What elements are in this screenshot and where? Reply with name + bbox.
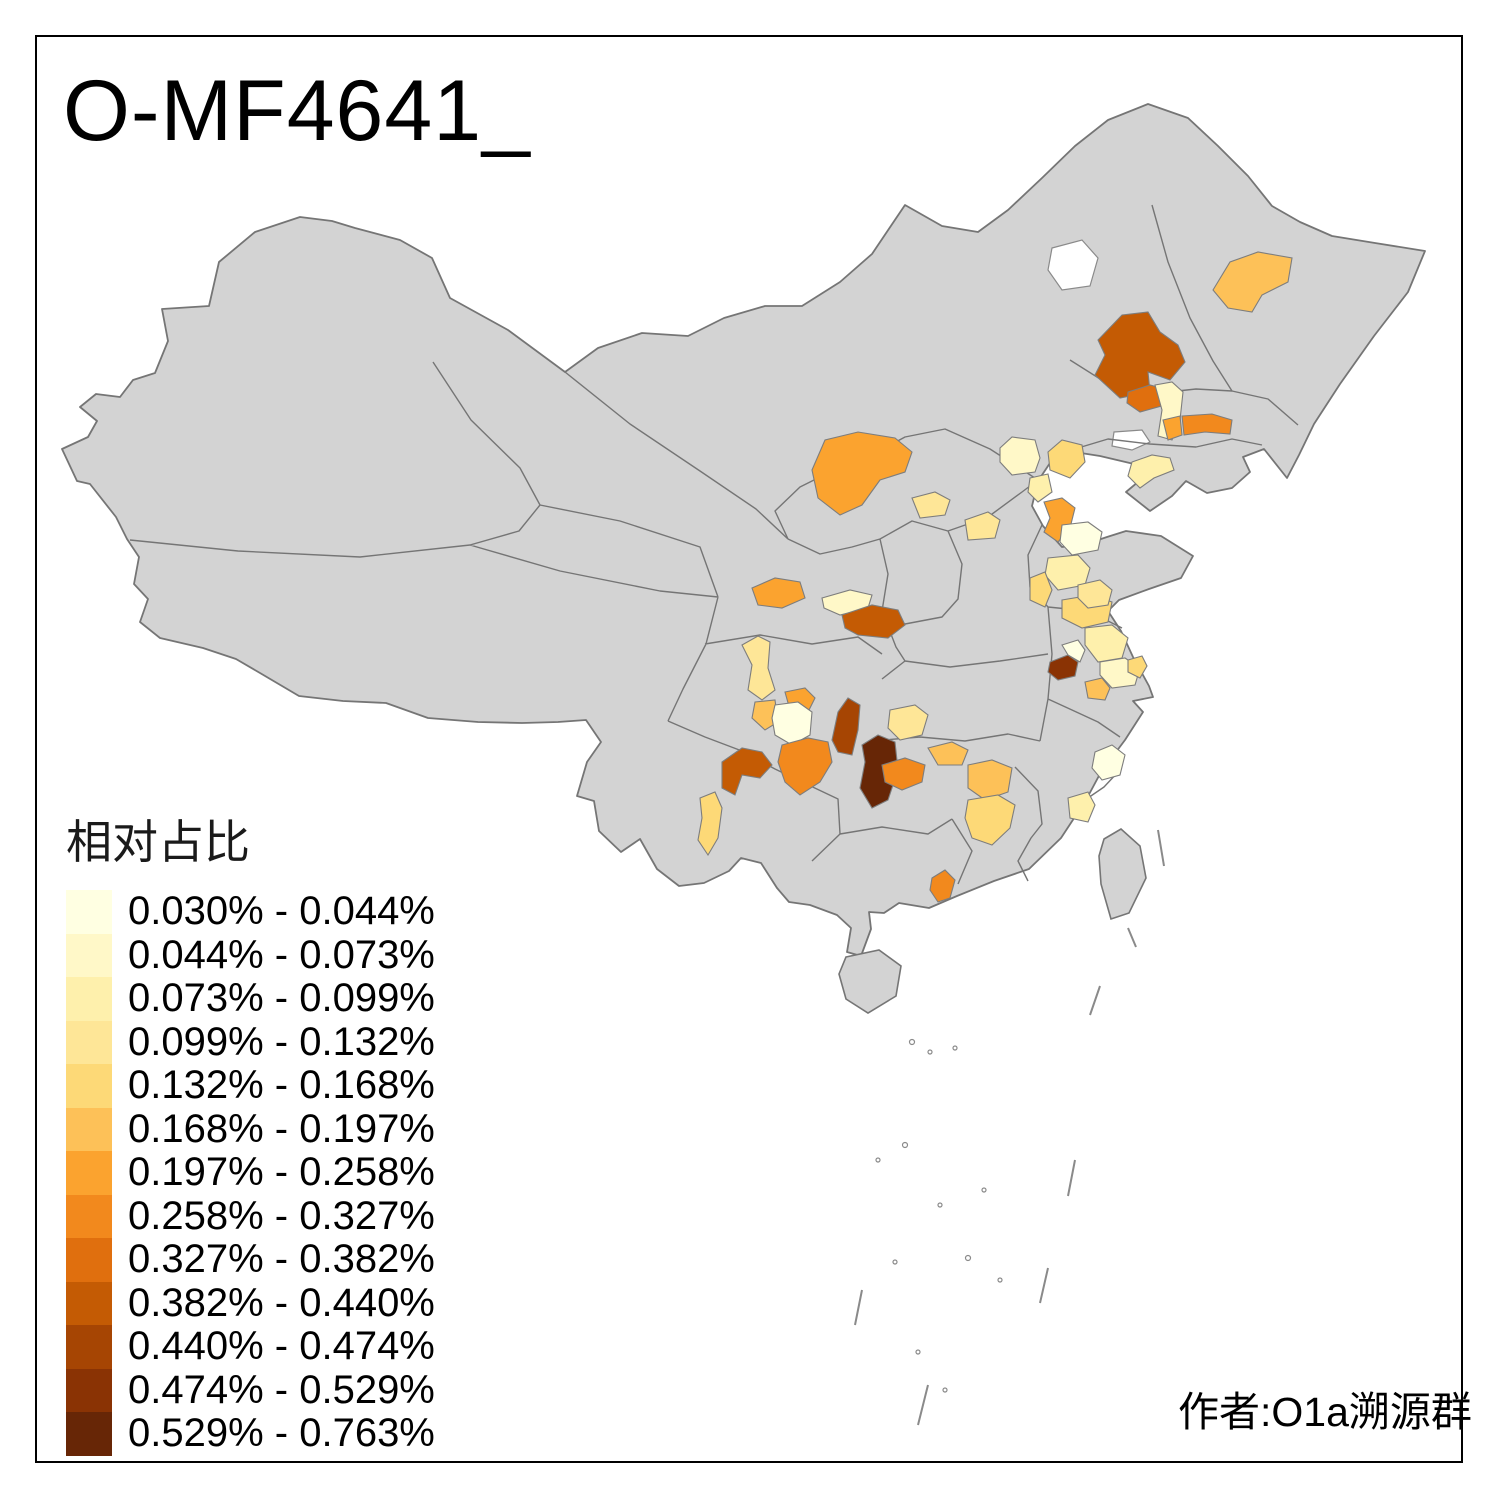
legend-label: 0.132% - 0.168% — [128, 1063, 435, 1108]
legend-swatch — [66, 977, 112, 1021]
hainan-island — [838, 949, 902, 1014]
map-region — [929, 869, 956, 903]
legend-swatch — [66, 1238, 112, 1282]
map-region — [1127, 454, 1175, 489]
legend-row: 0.382% - 0.440% — [66, 1280, 435, 1325]
legend-label: 0.440% - 0.474% — [128, 1324, 435, 1369]
legend-swatch — [66, 1107, 112, 1151]
legend-label: 0.073% - 0.099% — [128, 976, 435, 1021]
legend-row: 0.440% - 0.474% — [66, 1324, 435, 1369]
map-region — [777, 737, 833, 796]
legend-row: 0.044% - 0.073% — [66, 932, 435, 977]
map-region — [1061, 639, 1086, 663]
legend-swatch — [66, 933, 112, 977]
legend-label: 0.327% - 0.382% — [128, 1237, 435, 1282]
map-region — [1029, 571, 1053, 608]
legend-row: 0.258% - 0.327% — [66, 1193, 435, 1238]
page-title: O-MF4641_ — [63, 63, 531, 159]
legend-row: 0.030% - 0.044% — [66, 889, 435, 934]
map-region — [859, 734, 899, 809]
map-region — [1077, 579, 1113, 609]
map-region — [1084, 677, 1111, 701]
map-region — [1059, 521, 1103, 556]
legend-row: 0.073% - 0.099% — [66, 976, 435, 1021]
legend-items: 0.030% - 0.044% 0.044% - 0.073% 0.073% - 0… — [66, 889, 435, 1456]
map-region — [697, 791, 723, 857]
map-region — [1162, 415, 1183, 441]
map-region — [841, 604, 906, 639]
map-region — [1027, 473, 1053, 503]
map-region — [811, 431, 913, 516]
plot-frame — [35, 35, 1463, 1463]
legend-row: 0.474% - 0.529% — [66, 1367, 435, 1412]
map-region — [1047, 439, 1086, 479]
legend: 相对占比 0.030% - 0.044% 0.044% - 0.073% 0.073… — [66, 806, 435, 1456]
legend-row: 0.529% - 0.763% — [66, 1411, 435, 1456]
legend-row: 0.327% - 0.382% — [66, 1237, 435, 1282]
legend-swatch — [66, 1412, 112, 1456]
map-region — [741, 635, 776, 701]
map-region — [1212, 251, 1293, 313]
map-region — [751, 699, 779, 731]
legend-label: 0.197% - 0.258% — [128, 1150, 435, 1195]
map-region — [999, 436, 1041, 476]
legend-swatch — [66, 1325, 112, 1369]
legend-swatch — [66, 890, 112, 934]
legend-label: 0.258% - 0.327% — [128, 1193, 435, 1238]
mainland-outline — [61, 103, 1426, 957]
legend-label: 0.474% - 0.529% — [128, 1367, 435, 1412]
legend-swatch — [66, 1151, 112, 1195]
legend-label: 0.030% - 0.044% — [128, 889, 435, 934]
legend-label: 0.168% - 0.197% — [128, 1106, 435, 1151]
islets — [875, 1038, 1003, 1393]
map-region — [751, 577, 806, 609]
legend-swatch — [66, 1281, 112, 1325]
legend-row: 0.168% - 0.197% — [66, 1106, 435, 1151]
legend-swatch — [66, 1368, 112, 1412]
colored-regions-layer — [697, 251, 1293, 903]
legend-swatch — [66, 1064, 112, 1108]
legend-swatch — [66, 1194, 112, 1238]
legend-row: 0.099% - 0.132% — [66, 1019, 435, 1064]
map-region — [721, 747, 773, 796]
map-region — [881, 757, 926, 791]
map-region — [1067, 791, 1096, 823]
map-region — [967, 759, 1013, 801]
map-region — [1127, 655, 1148, 679]
taiwan-island — [1098, 828, 1147, 921]
legend-label: 0.529% - 0.763% — [128, 1411, 435, 1456]
map-region — [1181, 413, 1233, 436]
legend-row: 0.197% - 0.258% — [66, 1150, 435, 1195]
legend-label: 0.099% - 0.132% — [128, 1019, 435, 1064]
legend-label: 0.382% - 0.440% — [128, 1280, 435, 1325]
lake-songhua — [1111, 429, 1151, 451]
map-region — [1094, 311, 1186, 399]
nine-dash-line — [854, 829, 1165, 1426]
map-region — [831, 697, 861, 756]
legend-swatch — [66, 1020, 112, 1064]
map-region — [927, 741, 969, 766]
map-region — [964, 511, 1001, 541]
legend-title: 相对占比 — [66, 816, 250, 868]
map-region — [964, 794, 1016, 846]
legend-label: 0.044% - 0.073% — [128, 932, 435, 977]
map-region — [1091, 744, 1126, 781]
map-region — [911, 491, 951, 519]
legend-row: 0.132% - 0.168% — [66, 1063, 435, 1108]
attribution-text: 作者:O1a溯源群 — [1178, 1389, 1472, 1435]
lake-hulun — [1047, 239, 1099, 291]
map-region — [887, 704, 929, 741]
